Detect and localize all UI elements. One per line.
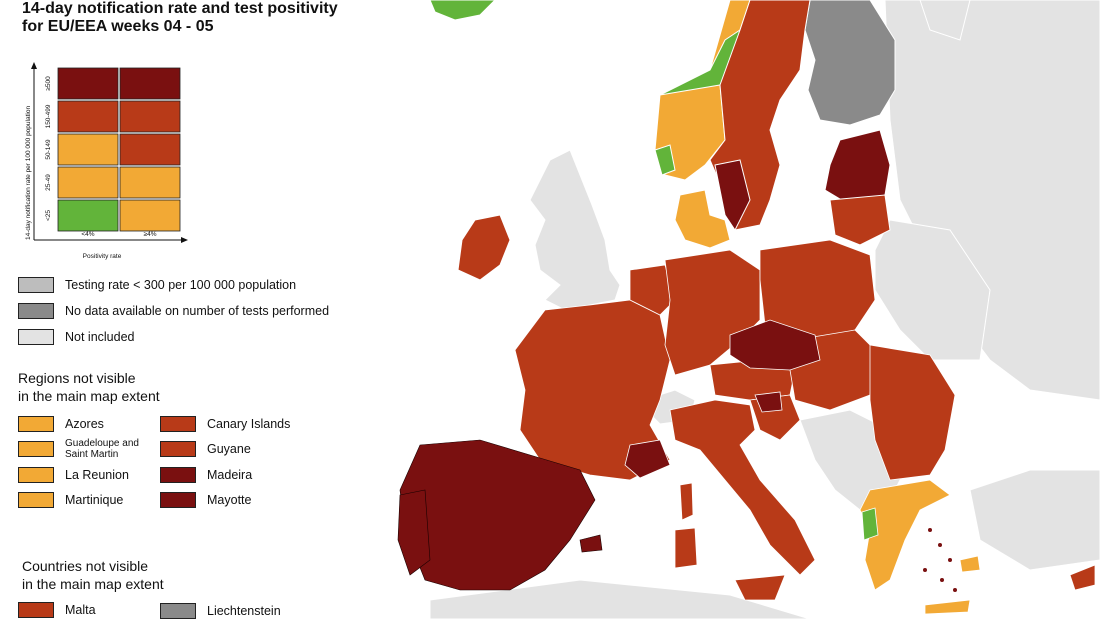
baltics-region bbox=[824, 129, 891, 246]
iberia-region bbox=[397, 439, 603, 591]
matrix-cell-r1-c0 bbox=[57, 100, 119, 133]
matrix-cell-r3-c1 bbox=[119, 166, 181, 199]
x-axis-arrow-icon bbox=[181, 237, 188, 243]
regions-heading-line-1: Regions not visible bbox=[18, 370, 136, 386]
legend-not-included-label: Not included bbox=[65, 330, 135, 344]
swatch-guyane bbox=[160, 441, 196, 457]
matrix-cell-r2-c1 bbox=[119, 133, 181, 166]
region-azores: Azores bbox=[18, 415, 104, 433]
matrix-col-label: ≥4% bbox=[144, 231, 157, 238]
slovenia-region bbox=[754, 391, 783, 413]
region-guyane: Guyane bbox=[160, 440, 251, 458]
country-liechtenstein: Liechtenstein bbox=[160, 602, 281, 620]
country-liechtenstein-label: Liechtenstein bbox=[207, 604, 281, 618]
map-title-line-2: for EU/EEA weeks 04 - 05 bbox=[22, 18, 214, 35]
swatch-not-included bbox=[18, 329, 54, 345]
matrix-cell-r3-c0 bbox=[57, 166, 119, 199]
regions-heading-line-2: in the main map extent bbox=[18, 388, 160, 404]
matrix-row-label: ≥500 bbox=[45, 76, 52, 91]
matrix-cell-r4-c0 bbox=[57, 199, 119, 232]
swatch-canary-islands bbox=[160, 416, 196, 432]
czechia-region bbox=[729, 319, 821, 371]
matrix-cell-r4-c1 bbox=[119, 199, 181, 232]
matrix-row-label: 50-149 bbox=[45, 139, 52, 160]
denmark-region bbox=[674, 189, 731, 249]
swatch-mayotte bbox=[160, 492, 196, 508]
matrix-cell-r0-c1 bbox=[119, 67, 181, 100]
region-guadeloupe-label: Guadeloupe and Saint Martin bbox=[65, 438, 139, 460]
matrix-cell-r2-c0 bbox=[57, 133, 119, 166]
region-madeira: Madeira bbox=[160, 466, 252, 484]
ireland-region bbox=[457, 214, 511, 281]
matrix-col-label: <4% bbox=[81, 231, 94, 238]
swatch-malta bbox=[18, 602, 54, 618]
finland-region bbox=[804, 0, 896, 126]
matrix-cell-r1-c1 bbox=[119, 100, 181, 133]
region-azores-label: Azores bbox=[65, 417, 104, 431]
region-mayotte: Mayotte bbox=[160, 491, 251, 509]
countries-heading-line-1: Countries not visible bbox=[22, 558, 149, 574]
greece-region bbox=[859, 479, 981, 615]
regions-heading: Regions not visible in the main map exte… bbox=[18, 369, 160, 405]
region-la-reunion-label: La Reunion bbox=[65, 468, 129, 482]
france-southeast-region bbox=[624, 439, 671, 479]
matrix-row-label: 150-499 bbox=[45, 104, 52, 128]
region-martinique-label: Martinique bbox=[65, 493, 124, 507]
country-malta-label: Malta bbox=[65, 603, 96, 617]
legend-testing-rate: Testing rate < 300 per 100 000 populatio… bbox=[18, 276, 296, 294]
map-title: 14-day notification rate and test positi… bbox=[22, 0, 338, 36]
swatch-martinique bbox=[18, 492, 54, 508]
norway-region bbox=[654, 0, 751, 181]
y-axis-label: 14-day notification rate per 100 000 pop… bbox=[25, 106, 32, 240]
swatch-la-reunion bbox=[18, 467, 54, 483]
x-axis-label: Positivity rate bbox=[83, 253, 122, 260]
swatch-liechtenstein bbox=[160, 603, 196, 619]
aegean-islands bbox=[923, 528, 957, 592]
matrix-row-label: 25-49 bbox=[45, 174, 52, 191]
region-martinique: Martinique bbox=[18, 491, 123, 509]
countries-heading-line-2: in the main map extent bbox=[22, 576, 164, 592]
map-title-line-1: 14-day notification rate and test positi… bbox=[22, 0, 338, 17]
region-guyane-label: Guyane bbox=[207, 442, 251, 456]
y-axis-arrow-icon bbox=[31, 62, 37, 69]
legend-not-included: Not included bbox=[18, 328, 135, 346]
region-canary-islands-label: Canary Islands bbox=[207, 417, 291, 431]
legend-testing-rate-label: Testing rate < 300 per 100 000 populatio… bbox=[65, 278, 297, 292]
swatch-no-data bbox=[18, 303, 54, 319]
swatch-azores bbox=[18, 416, 54, 432]
legend-no-data: No data available on number of tests per… bbox=[18, 302, 329, 320]
region-canary-islands: Canary Islands bbox=[160, 415, 290, 433]
region-guadeloupe: Guadeloupe and Saint Martin bbox=[18, 438, 155, 460]
central-europe-region bbox=[514, 239, 1096, 601]
region-mayotte-label: Mayotte bbox=[207, 493, 252, 507]
matrix-row-label: <25 bbox=[45, 210, 52, 221]
sweden-south-region bbox=[714, 159, 751, 231]
europe-map bbox=[397, 0, 1100, 619]
region-la-reunion: La Reunion bbox=[18, 466, 129, 484]
country-malta: Malta bbox=[18, 601, 96, 619]
legend-no-data-label: No data available on number of tests per… bbox=[65, 304, 330, 318]
swatch-madeira bbox=[160, 467, 196, 483]
region-madeira-label: Madeira bbox=[207, 468, 253, 482]
countries-heading: Countries not visible in the main map ex… bbox=[22, 557, 164, 593]
iceland-region bbox=[429, 0, 496, 21]
swatch-guadeloupe bbox=[18, 441, 54, 457]
swatch-testing-rate bbox=[18, 277, 54, 293]
matrix-cell-r0-c0 bbox=[57, 67, 119, 100]
legend-matrix: 14-day notification rate per 100 000 pop… bbox=[25, 62, 188, 260]
